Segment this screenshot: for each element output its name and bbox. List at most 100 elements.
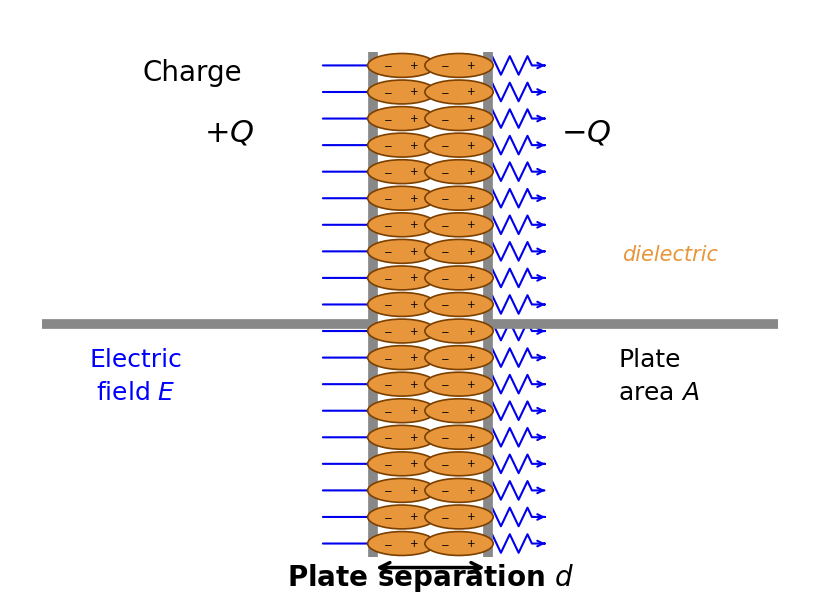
Ellipse shape	[367, 80, 436, 104]
Text: $+$: $+$	[409, 485, 419, 496]
Text: $-$: $-$	[439, 167, 449, 176]
Text: $+$: $+$	[409, 140, 419, 151]
Ellipse shape	[424, 452, 492, 476]
Text: $-$: $-$	[382, 247, 391, 256]
Text: $+$: $+$	[409, 432, 419, 443]
Ellipse shape	[367, 319, 436, 343]
Ellipse shape	[424, 372, 492, 396]
Ellipse shape	[424, 80, 492, 104]
Text: $+$: $+$	[466, 405, 476, 416]
Text: $+$: $+$	[466, 485, 476, 496]
Text: $-$: $-$	[382, 167, 391, 176]
Text: $+$: $+$	[409, 193, 419, 204]
Text: $-$: $-$	[439, 379, 449, 389]
Text: $-Q$: $-Q$	[560, 118, 611, 147]
Ellipse shape	[367, 399, 436, 422]
Text: $+$: $+$	[409, 219, 419, 230]
Text: field $E$: field $E$	[97, 380, 176, 404]
Text: $-$: $-$	[439, 353, 449, 362]
Text: $+$: $+$	[409, 272, 419, 283]
Ellipse shape	[367, 452, 436, 476]
Ellipse shape	[367, 133, 436, 157]
Ellipse shape	[424, 505, 492, 529]
Text: $-$: $-$	[382, 61, 391, 70]
Text: $+$: $+$	[409, 166, 419, 177]
Ellipse shape	[424, 478, 492, 502]
Ellipse shape	[367, 346, 436, 370]
Text: $+$: $+$	[466, 219, 476, 230]
Text: $+$: $+$	[466, 193, 476, 204]
Text: $-$: $-$	[439, 273, 449, 283]
Text: $-$: $-$	[382, 512, 391, 522]
Text: $+$: $+$	[466, 113, 476, 124]
Text: $-$: $-$	[439, 299, 449, 310]
Text: $+$: $+$	[466, 60, 476, 71]
Text: $-$: $-$	[439, 512, 449, 522]
Text: $+$: $+$	[409, 326, 419, 337]
Ellipse shape	[367, 266, 436, 290]
Text: $+$: $+$	[466, 326, 476, 337]
Text: $-$: $-$	[439, 406, 449, 416]
Text: $-$: $-$	[382, 299, 391, 310]
Ellipse shape	[367, 107, 436, 130]
Text: $-$: $-$	[439, 87, 449, 97]
Text: $+$: $+$	[409, 352, 419, 363]
Text: $+$: $+$	[409, 379, 419, 389]
Text: $-$: $-$	[439, 539, 449, 548]
Text: $-$: $-$	[439, 326, 449, 336]
Ellipse shape	[424, 266, 492, 290]
Ellipse shape	[424, 133, 492, 157]
Text: $-$: $-$	[439, 113, 449, 124]
Text: $+$: $+$	[409, 405, 419, 416]
Text: $+$: $+$	[409, 538, 419, 549]
Text: $-$: $-$	[382, 273, 391, 283]
Text: $-$: $-$	[382, 326, 391, 336]
Ellipse shape	[424, 532, 492, 556]
Text: $-$: $-$	[439, 193, 449, 203]
Text: area $A$: area $A$	[618, 380, 699, 404]
Ellipse shape	[424, 346, 492, 370]
Ellipse shape	[367, 532, 436, 556]
Text: $+$: $+$	[466, 379, 476, 389]
Ellipse shape	[367, 293, 436, 316]
Text: $+$: $+$	[466, 352, 476, 363]
Text: $-$: $-$	[439, 140, 449, 150]
Text: $-$: $-$	[382, 432, 391, 442]
Ellipse shape	[424, 319, 492, 343]
Ellipse shape	[424, 239, 492, 263]
Text: $+$: $+$	[466, 86, 476, 97]
Text: $+$: $+$	[409, 299, 419, 310]
Text: $+$: $+$	[466, 166, 476, 177]
Text: $-$: $-$	[382, 220, 391, 230]
Text: Plate: Plate	[618, 348, 680, 372]
Text: $+$: $+$	[466, 432, 476, 443]
Text: $-$: $-$	[382, 459, 391, 469]
Text: $-$: $-$	[382, 406, 391, 416]
Text: $-$: $-$	[382, 353, 391, 362]
Ellipse shape	[424, 53, 492, 77]
Text: $+$: $+$	[409, 246, 419, 257]
Text: $-$: $-$	[382, 113, 391, 124]
Text: $+$: $+$	[466, 246, 476, 257]
Text: $-$: $-$	[382, 87, 391, 97]
Text: Charge: Charge	[143, 59, 242, 87]
Text: dielectric: dielectric	[622, 245, 717, 265]
Text: $+$: $+$	[409, 511, 419, 523]
Text: $+$: $+$	[466, 140, 476, 151]
Text: $-$: $-$	[439, 61, 449, 70]
Text: $+$: $+$	[466, 299, 476, 310]
Ellipse shape	[424, 107, 492, 130]
Text: $-$: $-$	[382, 485, 391, 496]
Ellipse shape	[367, 160, 436, 184]
Ellipse shape	[424, 399, 492, 422]
Ellipse shape	[367, 372, 436, 396]
Ellipse shape	[367, 186, 436, 210]
Text: $-$: $-$	[382, 539, 391, 548]
Text: $+$: $+$	[466, 538, 476, 549]
Text: $-$: $-$	[439, 432, 449, 442]
Ellipse shape	[367, 53, 436, 77]
Text: $-$: $-$	[382, 140, 391, 150]
Ellipse shape	[367, 239, 436, 263]
Text: $-$: $-$	[382, 193, 391, 203]
Text: $+$: $+$	[466, 458, 476, 469]
